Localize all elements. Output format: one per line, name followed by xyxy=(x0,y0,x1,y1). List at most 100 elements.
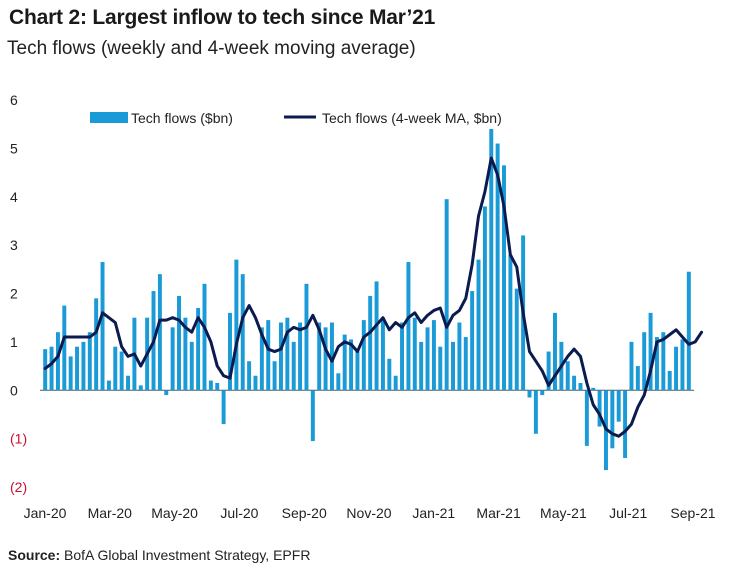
bar xyxy=(164,390,169,396)
legend-line-label: Tech flows (4-week MA, $bn) xyxy=(322,110,502,126)
bar xyxy=(329,322,334,391)
bar xyxy=(553,312,557,391)
bar xyxy=(208,380,213,391)
bar xyxy=(202,283,207,391)
bar xyxy=(648,312,653,391)
bar xyxy=(291,341,296,391)
bar xyxy=(540,390,545,396)
bar xyxy=(572,375,577,391)
bar xyxy=(138,385,143,391)
bar xyxy=(310,390,315,442)
bar xyxy=(100,262,105,391)
bar xyxy=(323,327,328,391)
bar xyxy=(674,346,679,391)
x-tick-label: Jan-20 xyxy=(24,505,67,521)
bar xyxy=(457,322,462,391)
bar xyxy=(247,361,252,391)
bar xyxy=(393,375,398,391)
bar xyxy=(380,317,385,391)
x-tick-label: Jul-20 xyxy=(220,505,258,521)
bar xyxy=(62,305,67,391)
bar xyxy=(75,346,80,391)
source-text: BofA Global Investment Strategy, EPFR xyxy=(64,547,311,563)
bar xyxy=(565,361,570,391)
bar xyxy=(240,274,245,391)
y-tick-label: 4 xyxy=(10,189,18,205)
bar xyxy=(106,380,111,391)
bar xyxy=(635,366,640,391)
bar xyxy=(502,165,506,391)
bar xyxy=(355,351,360,391)
bar xyxy=(368,295,373,391)
bar xyxy=(272,361,277,391)
bar xyxy=(317,322,322,391)
x-tick-label: Sep-21 xyxy=(670,505,715,521)
x-tick-label: Jan-21 xyxy=(412,505,455,521)
y-tick-label: (2) xyxy=(10,479,27,495)
bar xyxy=(654,337,659,391)
bar xyxy=(470,291,475,391)
y-axis-ticks: 6 5 4 3 2 1 0 (1) (2) xyxy=(10,92,27,495)
bar xyxy=(304,283,309,391)
bar xyxy=(298,322,303,391)
x-tick-label: May-21 xyxy=(540,505,587,521)
bar xyxy=(686,271,691,391)
bar xyxy=(444,199,449,391)
bar xyxy=(591,387,596,391)
bar xyxy=(183,317,188,391)
bar xyxy=(253,375,258,391)
bar xyxy=(119,351,124,391)
bar xyxy=(451,341,455,391)
source-label: Source: xyxy=(8,547,61,563)
bar xyxy=(597,390,602,427)
bar xyxy=(259,327,264,391)
bar xyxy=(126,375,130,391)
bar xyxy=(482,206,487,391)
bar xyxy=(157,274,162,391)
bar xyxy=(336,373,341,391)
bar xyxy=(170,327,175,391)
bar xyxy=(514,288,519,391)
x-tick-label: May-20 xyxy=(151,505,198,521)
bar xyxy=(387,358,392,391)
bar xyxy=(55,332,60,391)
bar xyxy=(667,370,672,391)
y-tick-label: 0 xyxy=(10,382,18,398)
x-tick-label: Nov-20 xyxy=(346,505,391,521)
bar xyxy=(68,356,73,391)
bar xyxy=(87,332,92,391)
bar xyxy=(196,308,201,391)
legend: Tech flows ($bn) Tech flows (4-week MA, … xyxy=(90,110,502,126)
bar xyxy=(642,332,647,391)
bar xyxy=(285,317,290,391)
bar xyxy=(406,262,411,391)
bar xyxy=(215,382,220,391)
legend-bar-label: Tech flows ($bn) xyxy=(131,110,233,126)
bar xyxy=(81,341,86,391)
bar xyxy=(546,351,551,391)
bar xyxy=(400,322,405,391)
bar-series xyxy=(43,129,691,471)
bar xyxy=(419,341,424,391)
bar xyxy=(508,254,513,391)
bar xyxy=(412,317,417,391)
x-tick-label: Mar-20 xyxy=(88,505,133,521)
bar xyxy=(228,312,232,391)
legend-bar-swatch xyxy=(90,112,128,123)
bar xyxy=(425,327,430,391)
y-tick-label: (1) xyxy=(10,431,27,447)
bar xyxy=(623,390,628,458)
x-axis-ticks: Jan-20 Mar-20 May-20 Jul-20 Sep-20 Nov-20 Jan-… xyxy=(24,505,716,521)
source-note: Source: BofA Global Investment Strategy,… xyxy=(8,547,310,563)
bar xyxy=(495,143,500,391)
bar xyxy=(629,341,634,391)
bar xyxy=(584,390,589,446)
bar xyxy=(221,390,226,425)
bar xyxy=(527,390,532,398)
bar xyxy=(234,259,239,391)
bar xyxy=(113,346,118,391)
x-tick-label: Mar-21 xyxy=(476,505,521,521)
x-tick-label: Jul-21 xyxy=(609,505,647,521)
x-tick-label: Sep-20 xyxy=(282,505,327,521)
